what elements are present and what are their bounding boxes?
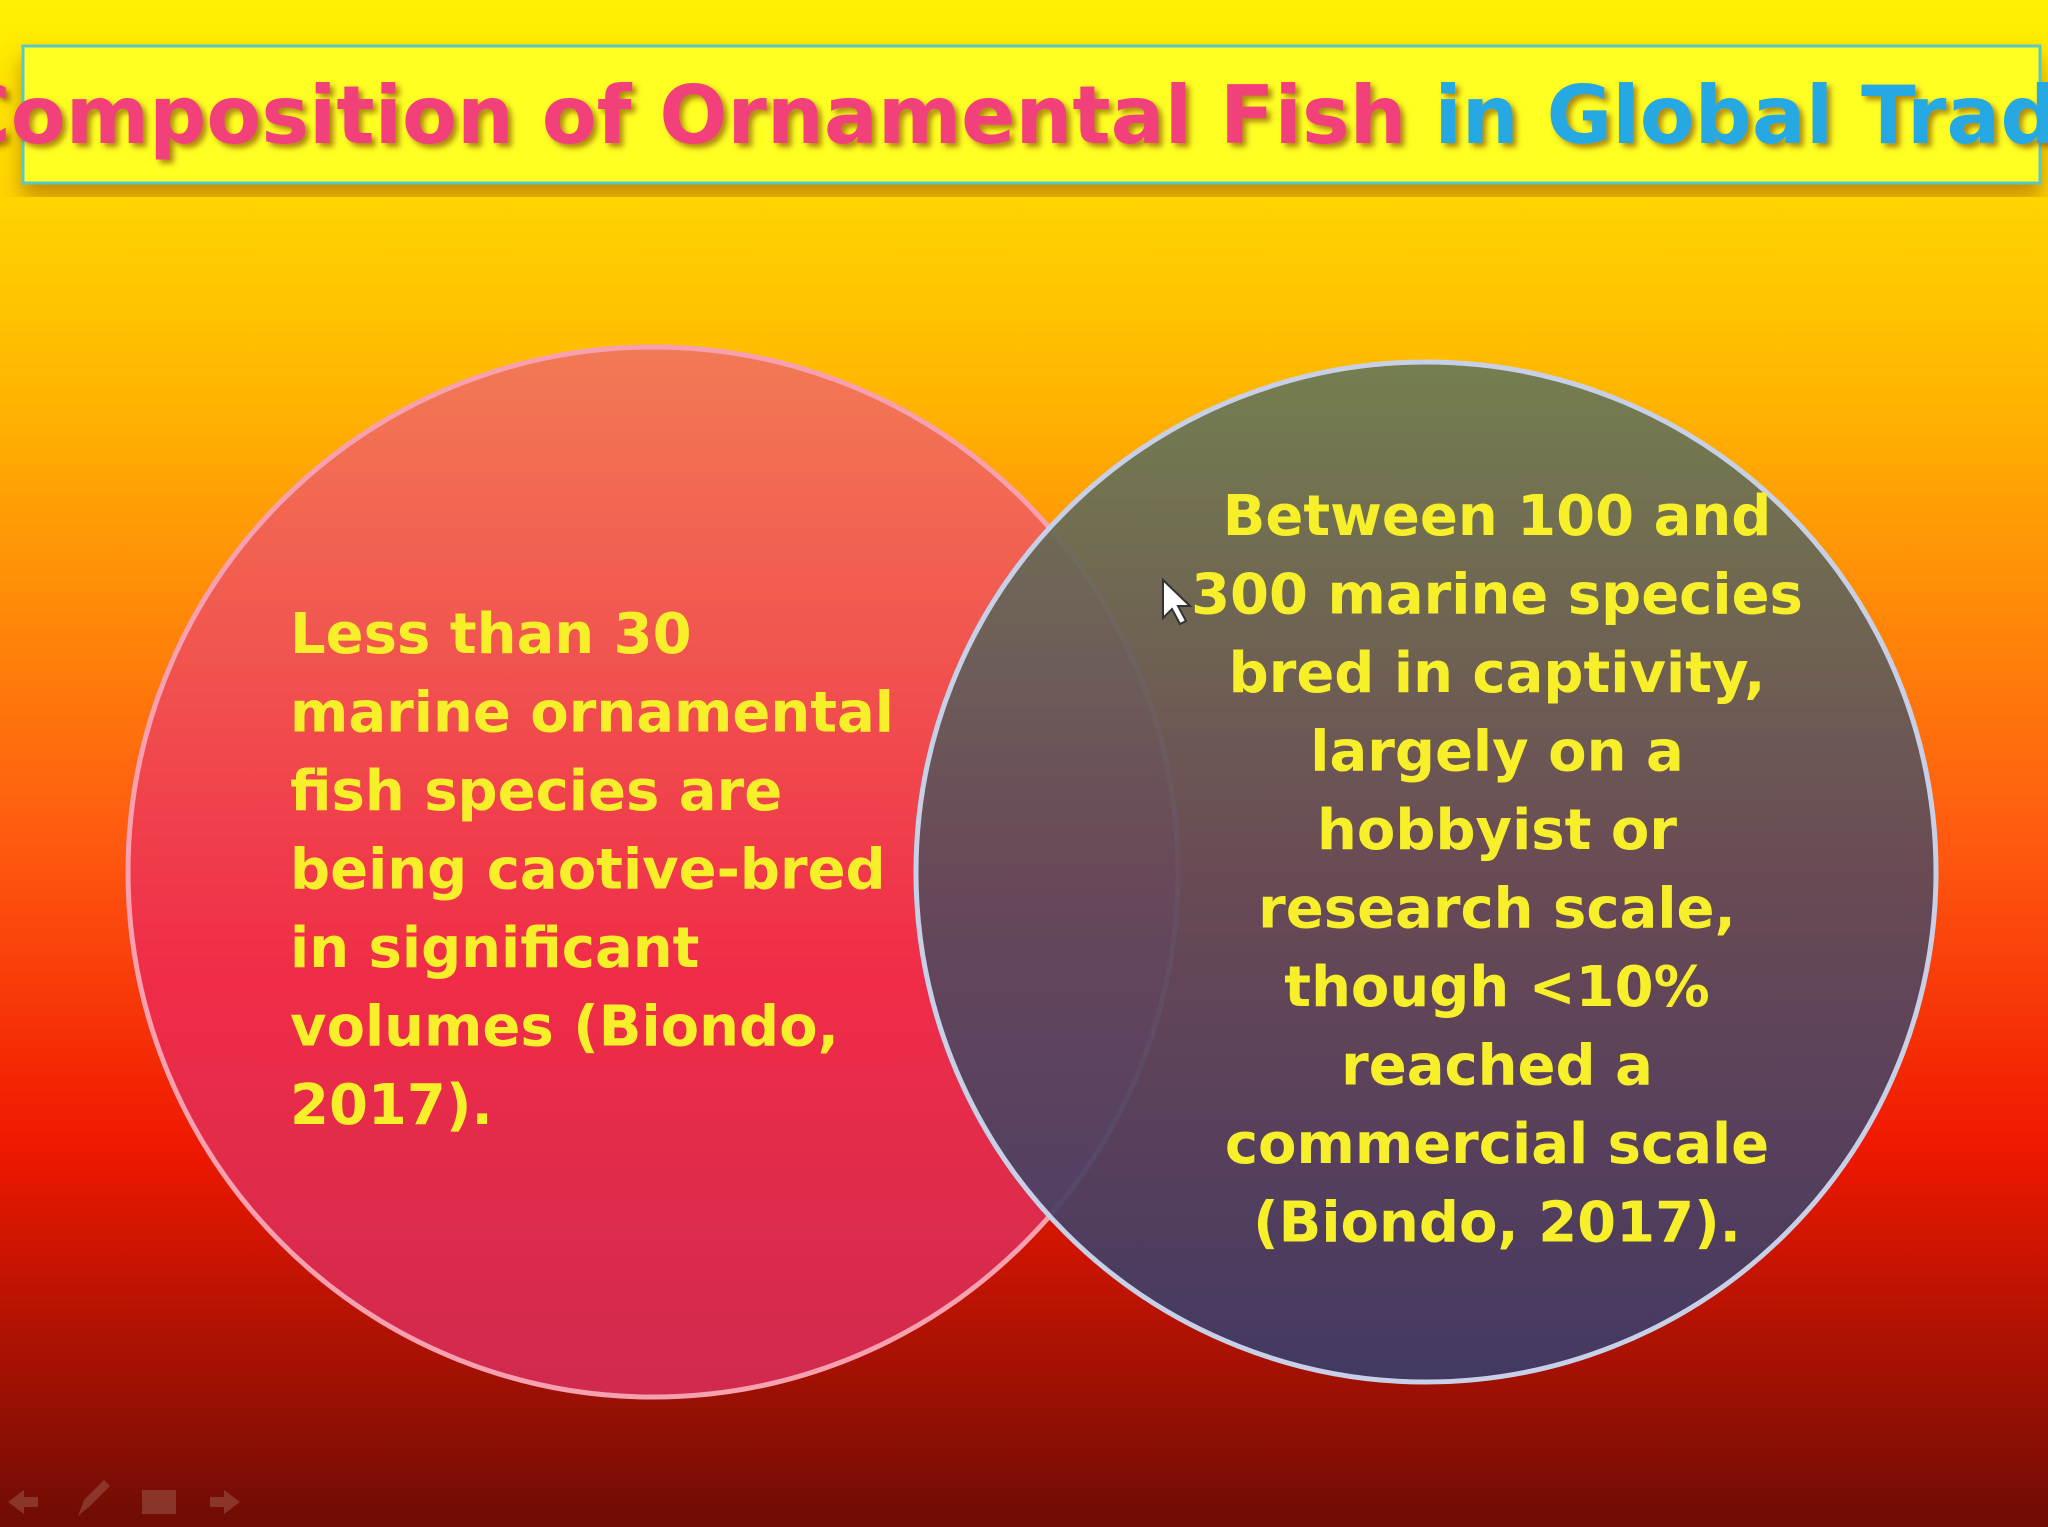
right-text-line: commercial scale bbox=[1225, 1112, 1769, 1177]
right-text-line: research scale, bbox=[1258, 877, 1736, 942]
right-text-line: 300 marine species bbox=[1191, 563, 1803, 628]
left-text: Less than 30 marine ornamental fish specie… bbox=[290, 602, 894, 1138]
left-text-line: volumes (Biondo, bbox=[290, 995, 839, 1060]
title-box bbox=[21, 44, 2042, 185]
prev-button[interactable] bbox=[8, 1490, 38, 1514]
right-text: Between 100 and 300 marine species bred in… bbox=[1191, 484, 1803, 1256]
right-text-line: bred in captivity, bbox=[1229, 641, 1766, 706]
right-circle bbox=[913, 359, 1939, 1385]
left-text-line: in significant bbox=[290, 916, 699, 981]
title: Composition of Ornamental Fish in Global… bbox=[0, 69, 2048, 162]
menu-button[interactable] bbox=[142, 1490, 176, 1514]
mouse-cursor bbox=[1162, 577, 1193, 626]
next-button[interactable] bbox=[210, 1490, 240, 1514]
title-part1: Composition of Ornamental Fish bbox=[0, 69, 1407, 162]
right-text-line: though <10% bbox=[1284, 955, 1709, 1020]
title-part2: in Global Trade bbox=[1434, 69, 2048, 162]
left-text-line: fish species are bbox=[290, 759, 782, 824]
left-text-line: Less than 30 bbox=[290, 602, 692, 667]
slideshow-controls bbox=[8, 1480, 240, 1516]
right-text-line: (Biondo, 2017). bbox=[1253, 1191, 1741, 1256]
right-text-line: reached a bbox=[1341, 1034, 1653, 1099]
left-text-line: marine ornamental bbox=[290, 681, 894, 746]
left-text-line: being caotive-bred bbox=[290, 838, 886, 903]
right-text-line: hobbyist or bbox=[1317, 798, 1677, 863]
right-text-line: Between 100 and bbox=[1223, 484, 1772, 549]
pen-button[interactable] bbox=[78, 1480, 110, 1516]
right-text-line: largely on a bbox=[1310, 720, 1684, 785]
left-text-line: 2017). bbox=[290, 1073, 493, 1138]
